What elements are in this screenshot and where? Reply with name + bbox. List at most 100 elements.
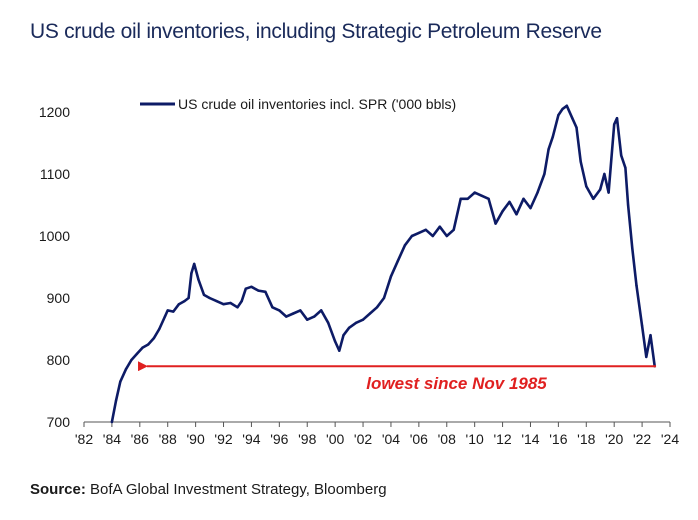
data-point xyxy=(631,247,634,250)
data-point xyxy=(508,200,511,204)
data-point xyxy=(501,210,504,213)
data-point xyxy=(278,309,281,312)
data-point xyxy=(529,206,532,210)
data-point xyxy=(354,321,358,324)
data-point xyxy=(445,234,448,238)
data-point xyxy=(403,244,407,247)
y-tick-label: 1100 xyxy=(40,166,70,182)
data-point xyxy=(244,287,247,290)
data-point xyxy=(522,197,525,200)
data-point xyxy=(114,399,118,402)
data-point xyxy=(172,310,175,313)
y-tick-label: 1200 xyxy=(39,104,70,120)
data-point xyxy=(585,185,588,188)
data-point xyxy=(547,148,550,151)
data-point xyxy=(551,135,554,138)
data-point xyxy=(565,104,568,108)
data-point xyxy=(480,194,483,197)
data-point xyxy=(515,213,518,216)
data-point xyxy=(141,346,144,349)
data-point xyxy=(473,191,476,194)
data-point xyxy=(613,123,616,126)
x-tick-label: '08 xyxy=(438,431,456,447)
data-point xyxy=(152,337,155,340)
x-tick-label: '14 xyxy=(521,431,539,447)
x-tick-label: '96 xyxy=(270,431,288,447)
x-tick-label: '20 xyxy=(605,431,623,447)
x-tick-label: '90 xyxy=(186,431,204,447)
data-point xyxy=(645,355,648,359)
data-point xyxy=(158,327,161,331)
data-point xyxy=(557,113,560,117)
data-point xyxy=(368,312,372,315)
data-point xyxy=(431,234,434,238)
data-point xyxy=(575,126,578,129)
data-point xyxy=(382,296,386,300)
data-point xyxy=(592,197,595,200)
data-point xyxy=(240,299,243,303)
data-point xyxy=(147,343,150,346)
y-tick-label: 800 xyxy=(47,352,71,368)
data-point xyxy=(119,380,122,383)
x-tick-label: '06 xyxy=(410,431,428,447)
x-tick-label: '92 xyxy=(214,431,232,447)
data-point xyxy=(338,349,341,352)
data-point xyxy=(607,191,610,194)
data-point xyxy=(110,420,114,424)
y-tick-label: 900 xyxy=(47,290,71,306)
x-tick-label: '84 xyxy=(103,431,121,447)
x-tick-label: '10 xyxy=(466,431,484,447)
data-point xyxy=(215,299,218,303)
data-point xyxy=(389,275,393,278)
data-point xyxy=(333,340,337,343)
source-text: BofA Global Investment Strategy, Bloombe… xyxy=(90,481,387,498)
data-point xyxy=(640,324,644,328)
x-tick-label: '00 xyxy=(326,431,344,447)
data-point xyxy=(202,293,206,297)
data-point xyxy=(342,334,345,337)
data-point xyxy=(571,117,574,120)
data-point xyxy=(561,107,564,111)
data-point xyxy=(347,326,351,329)
y-tick-label: 1000 xyxy=(39,228,70,244)
x-tick-label: '16 xyxy=(549,431,567,447)
data-point xyxy=(626,203,630,207)
data-point xyxy=(543,172,546,176)
x-tick-label: '18 xyxy=(577,431,595,447)
x-tick-label: '86 xyxy=(131,431,149,447)
data-point xyxy=(197,278,200,281)
data-point xyxy=(313,315,316,318)
data-point xyxy=(417,231,421,235)
data-point xyxy=(271,306,274,309)
data-point xyxy=(599,188,602,191)
source-label: Source: xyxy=(30,481,86,498)
data-point xyxy=(487,197,490,200)
data-point xyxy=(292,312,295,315)
data-point xyxy=(615,117,619,120)
data-point xyxy=(466,197,469,200)
x-tick-label: '24 xyxy=(661,431,679,447)
data-point xyxy=(229,301,232,305)
data-point xyxy=(635,284,638,287)
data-point xyxy=(236,306,239,309)
x-tick-label: '22 xyxy=(633,431,651,447)
data-point xyxy=(320,309,323,312)
data-point xyxy=(163,315,167,318)
x-tick-label: '88 xyxy=(159,431,177,447)
source-note: Source: BofA Global Investment Strategy,… xyxy=(30,481,387,498)
data-point xyxy=(459,197,462,200)
data-point xyxy=(208,296,211,300)
x-tick-label: '98 xyxy=(298,431,316,447)
data-point xyxy=(361,318,365,321)
data-point xyxy=(536,191,539,194)
chart-title: US crude oil inventories, including Stra… xyxy=(30,20,602,43)
y-tick-label: 700 xyxy=(47,414,71,430)
data-point xyxy=(327,321,330,324)
x-tick-label: '94 xyxy=(242,431,260,447)
data-point xyxy=(183,299,186,303)
data-point xyxy=(396,259,400,262)
data-point xyxy=(130,358,133,362)
data-point xyxy=(579,160,582,163)
data-point xyxy=(264,290,267,293)
data-point xyxy=(424,228,427,231)
